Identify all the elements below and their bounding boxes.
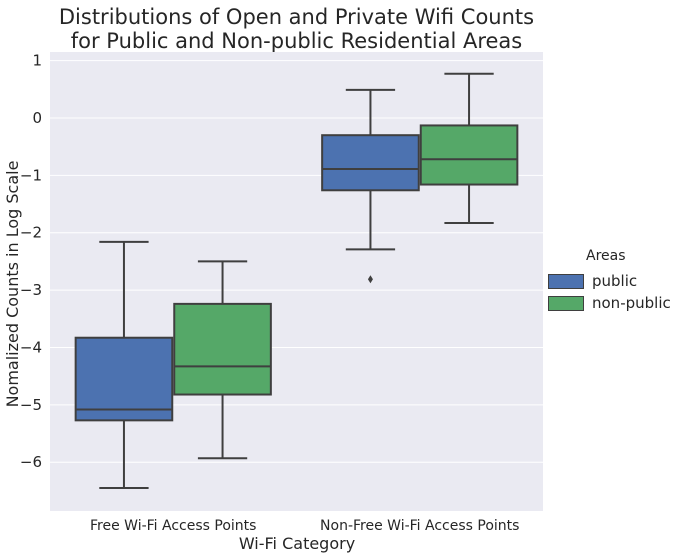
- y-axis-label: Nomalized Counts in Log Scale: [3, 161, 22, 408]
- chart-title-line-2: for Public and Non-public Residential Ar…: [70, 29, 523, 53]
- legend-swatch-non-public: [548, 295, 584, 311]
- y-tick-label: −5: [20, 396, 42, 414]
- legend-swatch-public: [548, 273, 584, 289]
- y-tick-label: −4: [20, 338, 42, 356]
- iqr-box: [419, 124, 519, 186]
- y-tick-label: 1: [32, 52, 42, 70]
- iqr-box: [74, 336, 174, 422]
- chart-title-line-1: Distributions of Open and Private Wifi C…: [58, 5, 535, 29]
- iqr-box: [173, 302, 272, 396]
- y-tick-label: 0: [32, 109, 42, 127]
- iqr-box: [321, 134, 420, 192]
- box-public-2: [321, 88, 420, 284]
- outlier-point: [367, 275, 373, 284]
- box-non-public-1: [173, 260, 272, 460]
- box-public-1: [74, 240, 174, 490]
- y-tick-label: −2: [20, 224, 42, 242]
- x-axis-label: Wi-Fi Category: [239, 534, 355, 553]
- legend-label-public: public: [592, 272, 638, 290]
- legend-item-public: public: [548, 270, 671, 292]
- legend-label-non-public: non-public: [592, 294, 671, 312]
- x-tick-label: Non-Free Wi-Fi Access Points: [320, 518, 519, 534]
- y-tick-label: −3: [20, 281, 42, 299]
- legend: Areas public non-public: [548, 248, 671, 314]
- x-tick-label: Free Wi-Fi Access Points: [90, 518, 256, 534]
- y-tick-labels: 1 0 −1 −2 −3 −4 −5 −6: [20, 52, 42, 472]
- legend-title: Areas: [586, 248, 626, 264]
- y-tick-label: −6: [20, 453, 42, 471]
- legend-item-non-public: non-public: [548, 292, 671, 314]
- y-tick-label: −1: [20, 166, 42, 184]
- gridlines: [50, 60, 543, 463]
- box-non-public-2: [419, 72, 519, 224]
- x-tick-labels: Free Wi-Fi Access Points Non-Free Wi-Fi A…: [90, 518, 519, 534]
- box-series: [74, 72, 519, 490]
